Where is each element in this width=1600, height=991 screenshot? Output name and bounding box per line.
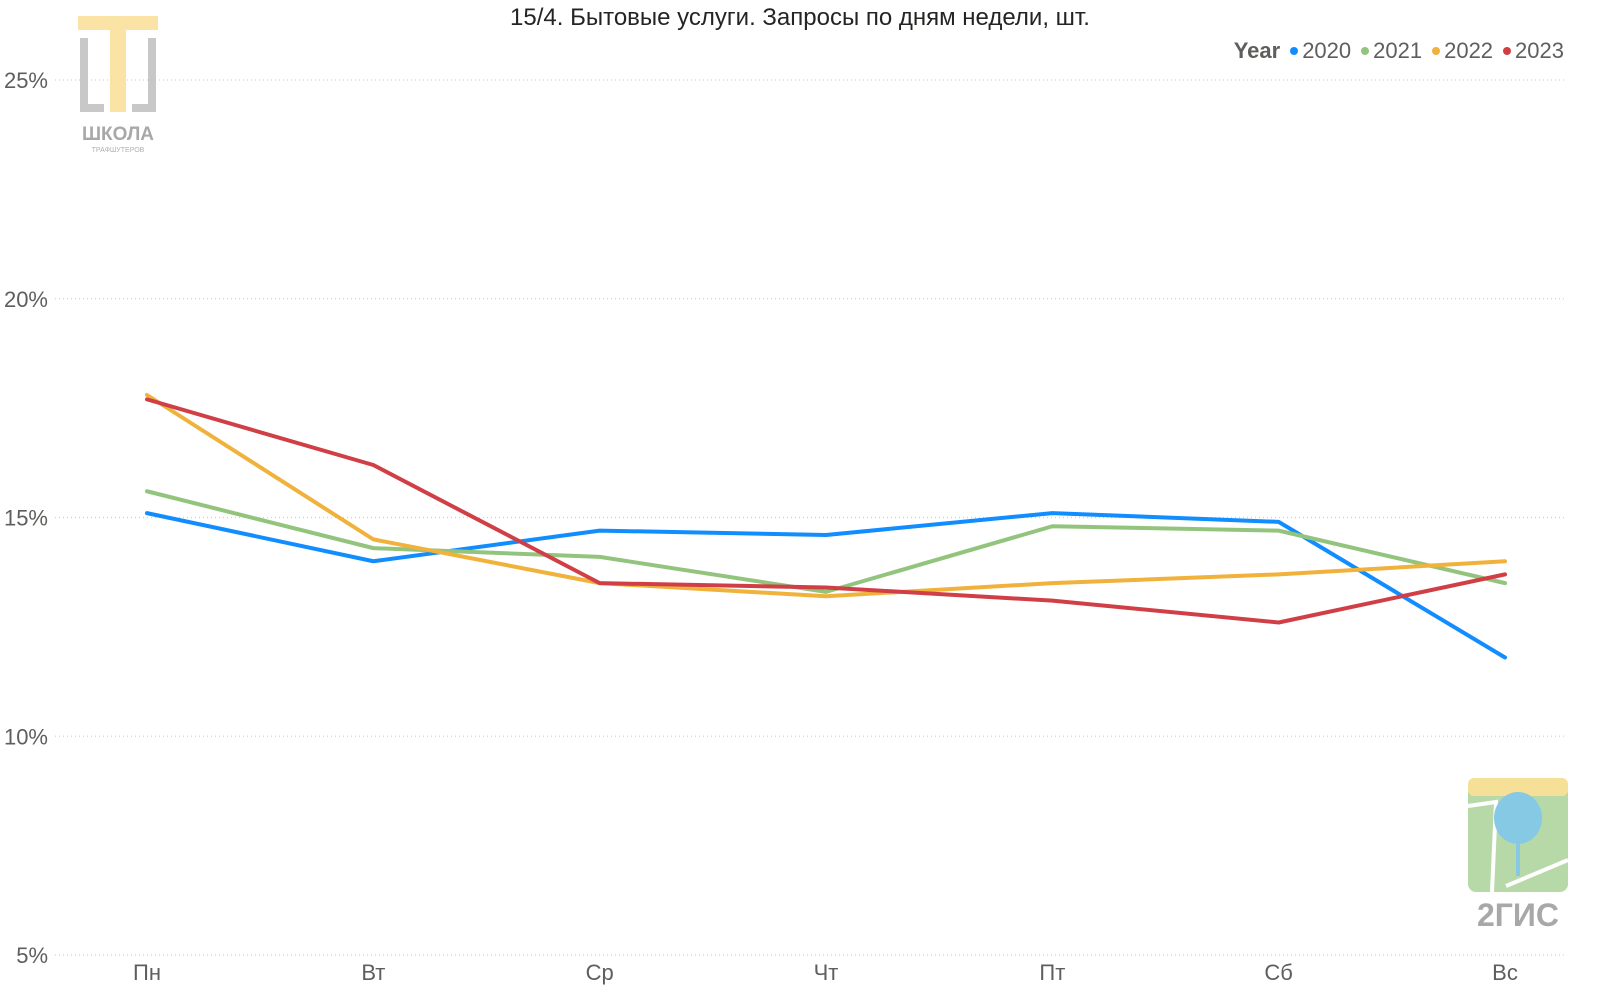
logo-left-bracket-icon bbox=[80, 38, 104, 112]
logo-pin-stem-icon bbox=[1516, 840, 1520, 876]
logo-bar-icon bbox=[78, 16, 158, 30]
x-tick-label: Ср bbox=[586, 960, 614, 985]
y-tick-label: 20% bbox=[4, 287, 48, 312]
series-line-2023 bbox=[145, 397, 1507, 625]
x-tick-label: Вт bbox=[361, 960, 385, 985]
y-tick-label: 10% bbox=[4, 724, 48, 749]
series-line-2021 bbox=[145, 489, 1507, 594]
x-tick-label: Пт bbox=[1039, 960, 1065, 985]
series-line-2020 bbox=[145, 511, 1507, 660]
legend-title: Year bbox=[1233, 38, 1281, 63]
legend-label: 2020 bbox=[1302, 38, 1352, 63]
y-tick-label: 5% bbox=[16, 943, 48, 968]
x-tick-label: Пн bbox=[133, 960, 161, 985]
legend-marker-icon bbox=[1432, 47, 1441, 55]
logo-road-icon bbox=[1467, 799, 1499, 893]
legend-label: 2022 bbox=[1444, 38, 1494, 63]
chart-title: 15/4. Бытовые услуги. Запросы по дням не… bbox=[510, 4, 1090, 31]
logo-pin-icon bbox=[1494, 792, 1542, 844]
svg-text:ТРАФШУТЕРОВ: ТРАФШУТЕРОВ bbox=[92, 147, 145, 154]
2gis-logo: 2ГИС bbox=[1467, 778, 1569, 933]
x-tick-label: Вс bbox=[1492, 960, 1518, 985]
legend-label: 2021 bbox=[1373, 38, 1423, 63]
logo-map-top-icon bbox=[1468, 778, 1568, 796]
legend: Year 2020 2021 2022 2023 bbox=[1234, 36, 1564, 66]
series-line-2022 bbox=[145, 393, 1507, 599]
y-tick-label: 15% bbox=[4, 506, 48, 531]
legend-item-2023[interactable]: 2023 bbox=[1503, 38, 1564, 64]
legend-label: 2023 bbox=[1515, 38, 1564, 63]
legend-marker-icon bbox=[1290, 47, 1299, 55]
x-tick-label: Чт bbox=[814, 960, 839, 985]
legend-item-2022[interactable]: 2022 bbox=[1432, 38, 1493, 64]
logo-stem-icon bbox=[110, 30, 126, 112]
logo-road-icon bbox=[1505, 858, 1569, 888]
legend-marker-icon bbox=[1503, 47, 1512, 55]
svg-text:2ГИС: 2ГИС bbox=[1477, 897, 1559, 933]
legend-marker-icon bbox=[1361, 47, 1370, 55]
school-logo: ШКОЛА ТРАФШУТЕРОВ bbox=[78, 16, 158, 154]
x-tick-label: Сб bbox=[1264, 960, 1293, 985]
legend-item-2020[interactable]: 2020 bbox=[1290, 38, 1351, 64]
svg-text:ШКОЛА: ШКОЛА bbox=[82, 124, 154, 145]
legend-item-2021[interactable]: 2021 bbox=[1361, 38, 1422, 64]
y-tick-label: 25% bbox=[4, 68, 48, 93]
logo-right-bracket-icon bbox=[132, 38, 156, 112]
